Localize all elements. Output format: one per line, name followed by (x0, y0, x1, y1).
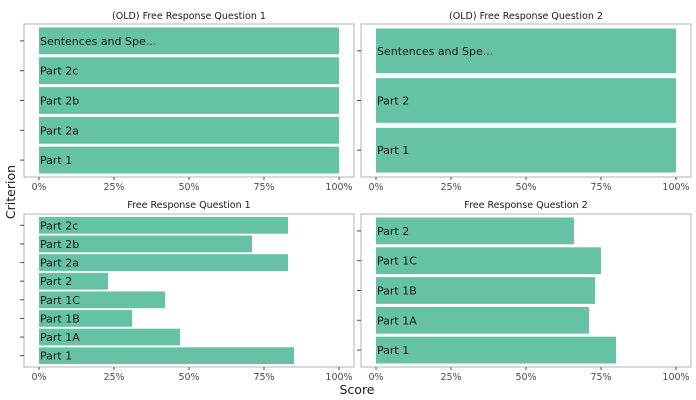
bar (376, 78, 676, 123)
bar-label: Part 1A (40, 331, 80, 344)
bar (376, 127, 676, 173)
bar (376, 28, 676, 74)
bar-label: Part 1 (377, 344, 409, 357)
x-tick-label: 0% (368, 182, 383, 193)
x-tick-label: 0% (31, 182, 46, 193)
bar (39, 254, 288, 271)
x-tick-label: 50% (178, 372, 199, 383)
x-tick-label: 50% (515, 182, 536, 193)
bar (376, 247, 601, 275)
x-tick-label: 75% (590, 182, 611, 193)
x-tick-label: 50% (515, 372, 536, 383)
x-tick-label: 0% (31, 372, 46, 383)
panel-title: (OLD) Free Response Question 1 (112, 11, 266, 22)
bar-label: Part 2c (40, 219, 78, 232)
x-tick-label: 0% (368, 372, 383, 383)
x-tick-label: 75% (253, 182, 274, 193)
bar-label: Part 1 (40, 350, 72, 363)
bar-label: Sentences and Spe... (40, 35, 156, 48)
bar-label: Part 2b (40, 95, 79, 108)
bar (39, 328, 180, 346)
x-tick-label: 25% (103, 182, 124, 193)
bar (39, 146, 339, 174)
x-tick-label: 100% (325, 372, 352, 383)
bar (376, 217, 574, 245)
bar-label: Part 2 (377, 95, 409, 108)
bar-label: Sentences and Spe... (377, 45, 493, 58)
bar (39, 216, 288, 234)
bar-label: Part 1B (40, 312, 80, 325)
panel-title: (OLD) Free Response Question 2 (449, 11, 603, 22)
x-tick-label: 75% (590, 372, 611, 383)
bar (39, 291, 165, 309)
bar-label: Part 2a (40, 124, 79, 137)
bar (39, 116, 339, 144)
x-tick-label: 25% (440, 182, 461, 193)
bar-label: Part 2c (40, 65, 78, 78)
bar-label: Part 1 (40, 154, 72, 167)
bar-label: Part 1C (377, 255, 417, 268)
bar (39, 27, 339, 55)
y-axis-title: Criterion (3, 165, 18, 219)
bar-label: Part 2b (40, 238, 79, 251)
x-tick-label: 100% (662, 182, 689, 193)
bar (39, 57, 339, 85)
x-tick-label: 50% (178, 182, 199, 193)
bar-label: Part 1B (377, 285, 417, 298)
bar-label: Part 2a (40, 257, 79, 270)
bar (39, 272, 108, 290)
bar-label: Part 1C (40, 294, 80, 307)
x-tick-label: 100% (325, 182, 352, 193)
bar (376, 306, 589, 334)
x-tick-label: 100% (662, 372, 689, 383)
x-axis-title: Score (339, 382, 374, 397)
panel-title: Free Response Question 1 (127, 200, 250, 211)
bar (39, 310, 132, 327)
bar (39, 347, 294, 365)
bar-label: Part 2 (40, 275, 72, 288)
bar-label: Part 1 (377, 144, 409, 157)
x-tick-label: 25% (103, 372, 124, 383)
panel-title: Free Response Question 2 (464, 200, 587, 211)
bar (39, 87, 339, 114)
bar (376, 336, 616, 364)
bar-label: Part 1A (377, 314, 417, 327)
bar-label: Part 2 (377, 225, 409, 238)
bar (39, 235, 252, 253)
bar (376, 277, 595, 304)
x-tick-label: 25% (440, 372, 461, 383)
x-tick-label: 75% (253, 372, 274, 383)
